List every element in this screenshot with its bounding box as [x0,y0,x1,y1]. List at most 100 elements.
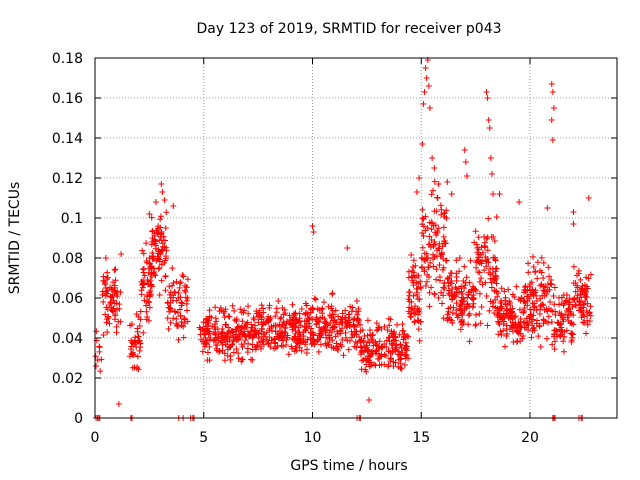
data-point [505,286,512,293]
data-point [582,288,589,295]
data-point [410,269,417,276]
data-point [474,249,481,256]
data-point [453,306,460,313]
data-point [116,301,123,308]
data-point [419,230,426,237]
data-point [282,310,289,317]
data-point [322,340,329,347]
data-point [586,318,593,325]
data-point [100,331,107,338]
data-point [353,328,360,335]
data-point [553,333,560,340]
data-point [289,320,296,327]
data-point [177,312,184,319]
data-point [104,290,111,297]
data-point [456,254,463,261]
data-point [134,325,141,332]
data-point [576,301,583,308]
data-point [534,317,541,324]
data-point [521,289,528,296]
data-point [484,322,491,329]
data-point [469,303,476,310]
data-point [317,327,324,334]
data-point [500,327,507,334]
data-point [538,281,545,288]
data-point [420,232,427,239]
data-point [552,338,559,345]
data-point [549,341,556,348]
data-point [525,260,532,267]
data-point [540,302,547,309]
data-point [454,314,461,321]
data-point [283,320,290,327]
data-point [481,267,488,274]
data-point [222,306,229,313]
data-point [434,194,441,201]
data-point [316,306,323,313]
data-point [459,309,466,316]
data-point [445,290,452,297]
data-point [402,345,409,352]
data-point [476,310,483,317]
data-point [159,240,166,247]
data-point [550,293,557,300]
data-point [372,340,379,347]
data-point [200,319,207,326]
data-point [495,318,502,325]
data-point [337,327,344,334]
data-point [372,350,379,357]
data-point [527,306,534,313]
data-point [560,316,567,323]
data-point [128,343,135,350]
data-point [525,322,532,329]
data-point [485,117,492,123]
data-point [173,278,180,285]
data-point [362,355,369,362]
data-point [403,351,410,358]
data-point [112,288,119,295]
data-point [587,312,594,319]
plot-frame [94,57,618,419]
data-point [107,293,114,300]
data-point [383,352,390,359]
y-tick-label: 0.14 [52,131,83,147]
data-point [436,261,443,268]
data-point [364,317,371,324]
x-tick-labels: 0 5 10 15 20 [91,430,539,446]
data-point [439,300,446,307]
data-point [339,315,346,322]
data-point [418,254,425,261]
data-point [213,347,220,354]
data-point [571,295,578,302]
y-tick-label: 0.04 [52,331,83,347]
data-point [326,332,333,339]
data-point [118,251,125,257]
data-point [556,322,563,329]
data-point [135,333,142,340]
data-point [237,306,244,313]
data-point [378,343,385,350]
data-point [515,330,522,337]
data-point [560,338,567,345]
data-point [312,296,319,303]
data-point [153,227,160,234]
data-point [503,306,510,313]
data-point [538,254,545,261]
data-point [430,243,437,250]
data-point [206,357,213,364]
data-point [482,254,489,261]
data-point [495,319,502,326]
data-point [140,329,147,336]
data-point [537,306,544,313]
data-point [201,325,208,332]
data-point [517,338,524,345]
data-point [552,312,559,319]
data-point [306,314,313,321]
data-point [440,224,447,231]
data-point [398,344,405,351]
y-tick-labels: 0 0.02 0.04 0.06 0.08 0.1 0.12 0.14 0.16 0.18 [52,51,83,427]
data-point [177,294,184,301]
data-point [483,263,490,270]
data-point [289,316,296,323]
data-point [104,306,111,313]
